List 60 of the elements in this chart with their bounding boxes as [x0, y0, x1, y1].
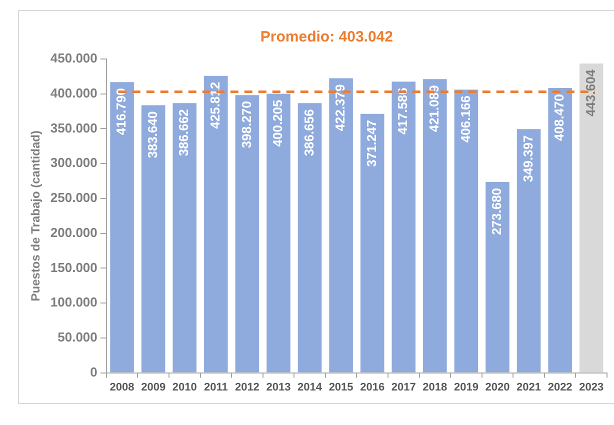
x-tick-label: 2018	[422, 381, 448, 394]
y-tick-label: 200.000	[50, 224, 98, 240]
data-label: 421.089	[426, 85, 442, 132]
x-tick-label: 2010	[172, 381, 197, 394]
data-label: 422.379	[332, 84, 348, 132]
bar	[266, 94, 290, 372]
data-label: 416.790	[114, 88, 129, 136]
y-tick-label: 50.000	[58, 330, 98, 345]
x-tick-label: 2009	[141, 381, 166, 394]
x-tick-label: 2017	[391, 381, 416, 394]
x-tick-label: 2020	[485, 381, 510, 394]
data-label: 406.166	[458, 96, 473, 143]
data-label: 386.656	[301, 109, 316, 156]
bar	[235, 95, 260, 372]
y-tick-label: 450.000	[50, 50, 98, 66]
y-axis-title: Puestos de Trabajo (cantidad)	[28, 130, 43, 302]
bar	[172, 103, 196, 372]
data-label: 425.812	[207, 82, 222, 129]
data-label: 408.470	[552, 94, 567, 141]
x-tick-label: 2011	[204, 381, 228, 394]
x-tick-label: 2023	[579, 381, 604, 394]
bar	[141, 105, 166, 372]
data-label: 398.270	[238, 101, 254, 148]
y-tick-label: 0	[90, 364, 98, 380]
y-tick-label: 150.000	[50, 260, 98, 275]
bar	[579, 63, 604, 372]
y-tick-label: 300.000	[50, 155, 98, 170]
data-label: 400.205	[270, 100, 286, 147]
data-label: 443.604	[582, 68, 598, 116]
data-label: 386.662	[176, 109, 192, 156]
x-tick-label: 2021	[516, 381, 542, 394]
x-tick-label: 2022	[548, 381, 572, 394]
data-label: 383.640	[144, 111, 160, 158]
bar	[486, 182, 510, 372]
bar	[423, 79, 447, 372]
y-tick-label: 400.000	[50, 85, 98, 100]
bar	[110, 82, 134, 372]
data-label: 371.247	[364, 120, 379, 167]
bar	[204, 76, 228, 372]
x-tick-label: 2013	[266, 381, 291, 394]
data-label: 349.397	[520, 135, 536, 182]
data-label: 417.586	[395, 88, 410, 135]
bar	[548, 88, 572, 372]
ref-line-label: Promedio: 403.042	[260, 28, 393, 46]
bar	[329, 78, 353, 372]
bar	[298, 103, 322, 372]
x-tick-label: 2019	[454, 381, 478, 394]
bar	[360, 114, 384, 372]
x-tick-label: 2016	[360, 381, 385, 394]
x-tick-label: 2015	[328, 381, 354, 394]
y-tick-label: 250.000	[50, 190, 98, 206]
data-label: 273.680	[489, 188, 504, 235]
y-tick-label: 100.000	[50, 294, 98, 310]
x-tick-label: 2012	[234, 381, 260, 394]
x-tick-label: 2014	[298, 381, 323, 394]
bar	[454, 90, 478, 372]
x-tick-label: 2008	[110, 381, 134, 394]
bar	[516, 129, 541, 372]
y-tick-label: 350.000	[50, 120, 98, 136]
bar	[392, 82, 416, 372]
